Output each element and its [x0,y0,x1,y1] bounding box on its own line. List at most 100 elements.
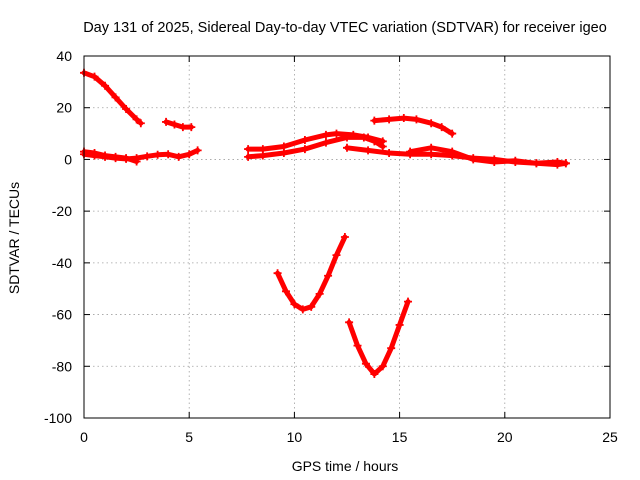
data-point [370,137,379,146]
data-point [378,142,387,151]
data-point [132,115,141,124]
data-point [511,156,520,165]
y-tick-label: -100 [44,410,72,426]
data-point [406,147,415,156]
data-point [143,152,152,161]
series-line [371,115,455,137]
data-point [244,152,253,161]
data-point [90,72,99,81]
x-tick-label: 25 [602,429,618,445]
series-line [163,119,194,130]
chart-title: Day 131 of 2025, Sidereal Day-to-day VTE… [83,20,607,36]
data-point [174,152,183,161]
data-point [532,159,541,168]
data-point [111,93,120,102]
series-arc-1 [80,68,145,128]
x-tick-label: 0 [80,429,88,445]
data-point [448,147,457,156]
series-line [275,234,348,312]
data-point [178,123,187,132]
data-point [427,143,436,152]
data-point [153,150,162,159]
data-point [244,145,253,154]
data-point [361,359,370,368]
data-point [395,320,404,329]
data-point [273,269,282,278]
data-point [370,370,379,379]
data-point [553,160,562,169]
data-point [353,341,362,350]
data-point [281,287,290,296]
series-arc-11 [345,297,413,379]
data-point [448,129,457,138]
data-point [343,143,351,152]
y-tick-label: 0 [64,151,72,167]
data-point [427,119,436,128]
data-point [307,302,316,311]
x-tick-label: 20 [497,429,513,445]
data-point [490,158,499,167]
data-point [185,150,194,159]
y-tick-label: 40 [56,48,72,64]
data-point [324,271,333,280]
data-point [332,129,341,138]
data-point [164,150,173,159]
grid-lines [84,56,610,418]
data-point [90,148,99,157]
data-point [385,115,394,124]
y-tick-label: -80 [52,358,72,374]
axis-ticks: 0 5 10 15 20 25 40 20 0 -20 -40 -60 -80 -100 [44,48,618,445]
data-point [364,146,373,155]
data-point [162,117,171,126]
y-tick-label: -20 [52,203,72,219]
y-axis-label: SDTVAR / TECUs [6,182,22,294]
data-point [321,130,330,139]
data-point [136,119,145,128]
data-point [187,123,196,132]
data-point [345,318,354,327]
data-point [385,148,394,157]
data-point [378,362,387,371]
data-point [340,233,349,241]
y-tick-label: -60 [52,307,72,323]
series-arc-2 [162,117,196,132]
data-point [111,152,120,161]
data-point [279,148,288,157]
series-arc-9 [370,114,457,138]
data-point [387,344,396,353]
data-point [370,116,379,125]
data-point [290,300,299,309]
data-point [315,289,324,298]
data-point [258,151,267,160]
x-axis-label: GPS time / hours [292,458,399,474]
data-point [132,157,141,166]
data-point [101,151,110,160]
data-series [80,68,570,379]
data-point [437,123,446,132]
data-point [343,133,351,142]
data-point [399,114,408,123]
data-point [122,105,131,114]
data-point [561,159,570,168]
data-point [469,155,478,164]
series-arc-8 [406,143,570,169]
data-point [321,138,330,147]
data-point [170,120,179,129]
series-arc-10 [273,233,349,314]
data-point [300,136,309,145]
y-tick-label: 20 [56,100,72,116]
series-line [346,299,411,377]
data-point [300,145,309,154]
x-tick-label: 5 [185,429,193,445]
data-point [359,133,368,142]
data-point [122,154,131,163]
plot-frame [83,55,611,419]
series-arc-4 [80,147,141,166]
series-arc-6 [244,133,387,161]
data-point [193,146,202,155]
y-tick-label: -40 [52,255,72,271]
data-point [412,115,421,124]
data-point [298,305,307,314]
